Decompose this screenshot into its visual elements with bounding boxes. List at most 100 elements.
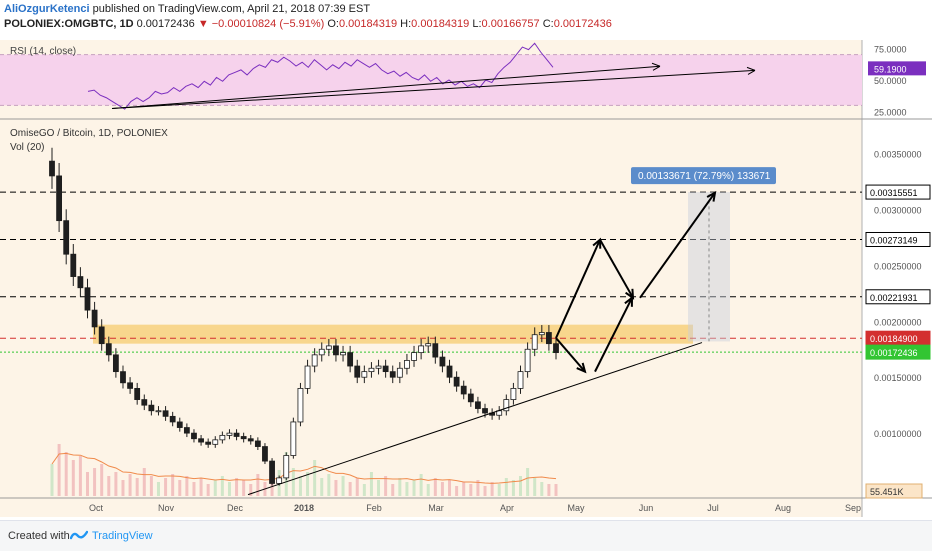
candle-body [446, 365, 453, 378]
volume-bar [121, 480, 125, 496]
volume-title: Vol (20) [10, 142, 44, 153]
candle-body [418, 345, 425, 354]
volume-bar [426, 484, 430, 496]
candle-body [460, 385, 467, 395]
candle-body [340, 352, 346, 356]
volume-bar [511, 480, 515, 496]
rsi-trendline-1 [111, 65, 661, 109]
candle-body [396, 367, 403, 378]
projection-recovery-arrow [594, 297, 633, 373]
volume-bar [313, 460, 317, 496]
candle-body [283, 455, 290, 479]
volume-bar [100, 464, 104, 496]
volume-bar [554, 484, 558, 496]
price-level-badge [865, 231, 931, 247]
time-tick-label: Sep [845, 503, 861, 513]
projection-recovery-arrow-head [624, 295, 634, 307]
price-tick-label: 0.00150000 [874, 373, 922, 383]
tradingview-link[interactable]: TradingView [92, 530, 153, 542]
volume-bar [298, 476, 302, 496]
time-tick-label: May [567, 503, 585, 513]
price-level-label: 0.00172436 [870, 348, 918, 358]
volume-bar [78, 456, 82, 496]
volume-bar [93, 468, 97, 496]
volume-bar [448, 480, 452, 496]
price-level-badge [865, 289, 931, 305]
candle-body [226, 432, 233, 436]
low-value: 0.00166757 [481, 18, 540, 30]
candle-body [148, 404, 155, 412]
time-tick-label: Jul [707, 503, 719, 513]
candle-body [354, 365, 361, 378]
volume-bar [206, 484, 210, 496]
volume-bar [483, 486, 487, 496]
volume-bar [504, 478, 508, 496]
candle-body [546, 332, 552, 345]
volume-bar [362, 484, 366, 496]
projection-target-arrow-head [706, 190, 717, 202]
rsi-trendline-1-arrow [651, 62, 661, 71]
price-change: ▼ −0.00010824 (−5.91%) [197, 18, 325, 30]
volume-bar [242, 480, 246, 496]
volume-bar [164, 478, 168, 496]
price-level-badge [865, 184, 931, 200]
candle-body [503, 399, 510, 412]
rsi-band [0, 54, 862, 106]
candle-body [432, 343, 439, 358]
publish-line: AliOzgurKetenci published on TradingView… [4, 2, 928, 17]
volume-bar [306, 472, 310, 496]
candle-body [531, 334, 538, 350]
rsi-value-label: 59.1900 [874, 64, 907, 74]
volume-bar [149, 476, 153, 496]
time-tick-label: Aug [775, 503, 791, 513]
volume-bar [419, 474, 423, 496]
candle-body [482, 408, 488, 414]
candle-body [70, 253, 77, 277]
rsi-line [87, 42, 554, 110]
candle-body [411, 352, 417, 361]
volume-bar [398, 478, 402, 496]
candle-body [205, 441, 212, 445]
candle-body [553, 343, 559, 354]
last-price: 0.00172436 [136, 18, 195, 30]
candle-body [162, 410, 169, 417]
candle-body [105, 343, 112, 356]
volume-bar [440, 482, 444, 496]
price-level-label: 0.00221931 [870, 293, 918, 303]
time-tick-label: Nov [158, 503, 175, 513]
projection-target-arrow [639, 192, 716, 299]
open-value: 0.00184319 [338, 18, 398, 30]
candle-body [382, 365, 389, 373]
price-level-label: 0.00315551 [870, 188, 918, 198]
candle-body [361, 371, 368, 378]
price-level-label: 0.00184900 [870, 334, 918, 344]
volume-bar [497, 484, 501, 496]
rsi-trendline-2 [111, 69, 756, 109]
volume-bar [178, 480, 182, 496]
rsi-trendline-2-arrow [746, 66, 756, 75]
candle-body [134, 388, 141, 400]
price-tick-label: 0.00350000 [874, 150, 922, 160]
candle-body [219, 434, 226, 441]
author-link[interactable]: AliOzgurKetenci [4, 3, 90, 15]
candle-body [269, 460, 275, 484]
rsi-title: RSI (14, close) [10, 46, 76, 57]
chart-area[interactable]: 75.0000 50.0000 25.0000 RSI (14, close) 59.1… [0, 40, 932, 517]
rsi-tick-label: 50.0000 [874, 76, 907, 86]
candle-body [91, 309, 98, 328]
candle-body [290, 421, 297, 456]
candle-body [254, 440, 261, 447]
candle-body [425, 343, 432, 347]
candle-body [247, 438, 254, 442]
candle-body [176, 421, 183, 428]
volume-bar [227, 482, 231, 496]
volume-bar [135, 478, 139, 496]
volume-bar [341, 476, 345, 496]
volume-ma-line [51, 452, 557, 484]
measure-label: 0.00133671 (72.79%) 133671 [638, 171, 771, 182]
volume-bar [462, 482, 466, 496]
candle-body [347, 352, 354, 367]
volume-bar [540, 482, 544, 496]
volume-bar [50, 464, 54, 496]
time-tick-label: Oct [89, 503, 104, 513]
